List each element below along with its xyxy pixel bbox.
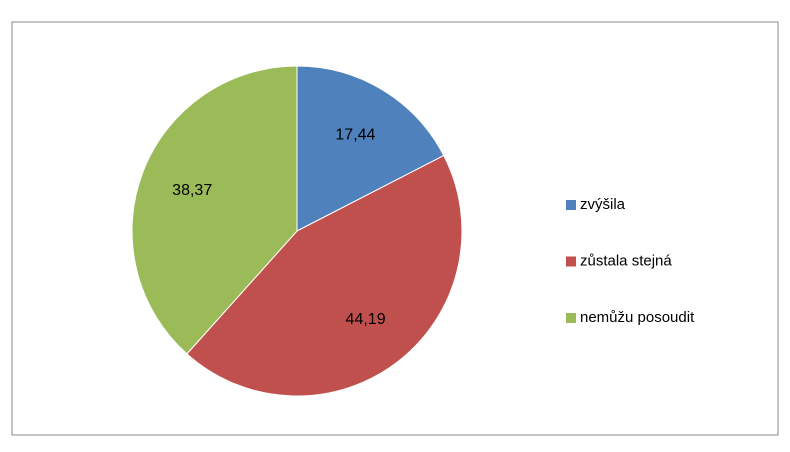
legend-label: nemůžu posoudit	[580, 309, 695, 326]
legend-label: zůstala stejná	[580, 252, 672, 269]
legend-swatch	[566, 313, 576, 323]
legend-swatch	[566, 256, 576, 267]
data-label: 44,19	[346, 311, 386, 328]
data-label: 17,44	[335, 126, 375, 143]
data-label: 38,37	[172, 182, 212, 199]
pie-slice	[131, 65, 298, 355]
legend-label: zvýšila	[580, 196, 626, 213]
legend-swatch	[566, 200, 576, 210]
pie-slice	[186, 154, 463, 397]
pie-slice	[296, 65, 445, 232]
